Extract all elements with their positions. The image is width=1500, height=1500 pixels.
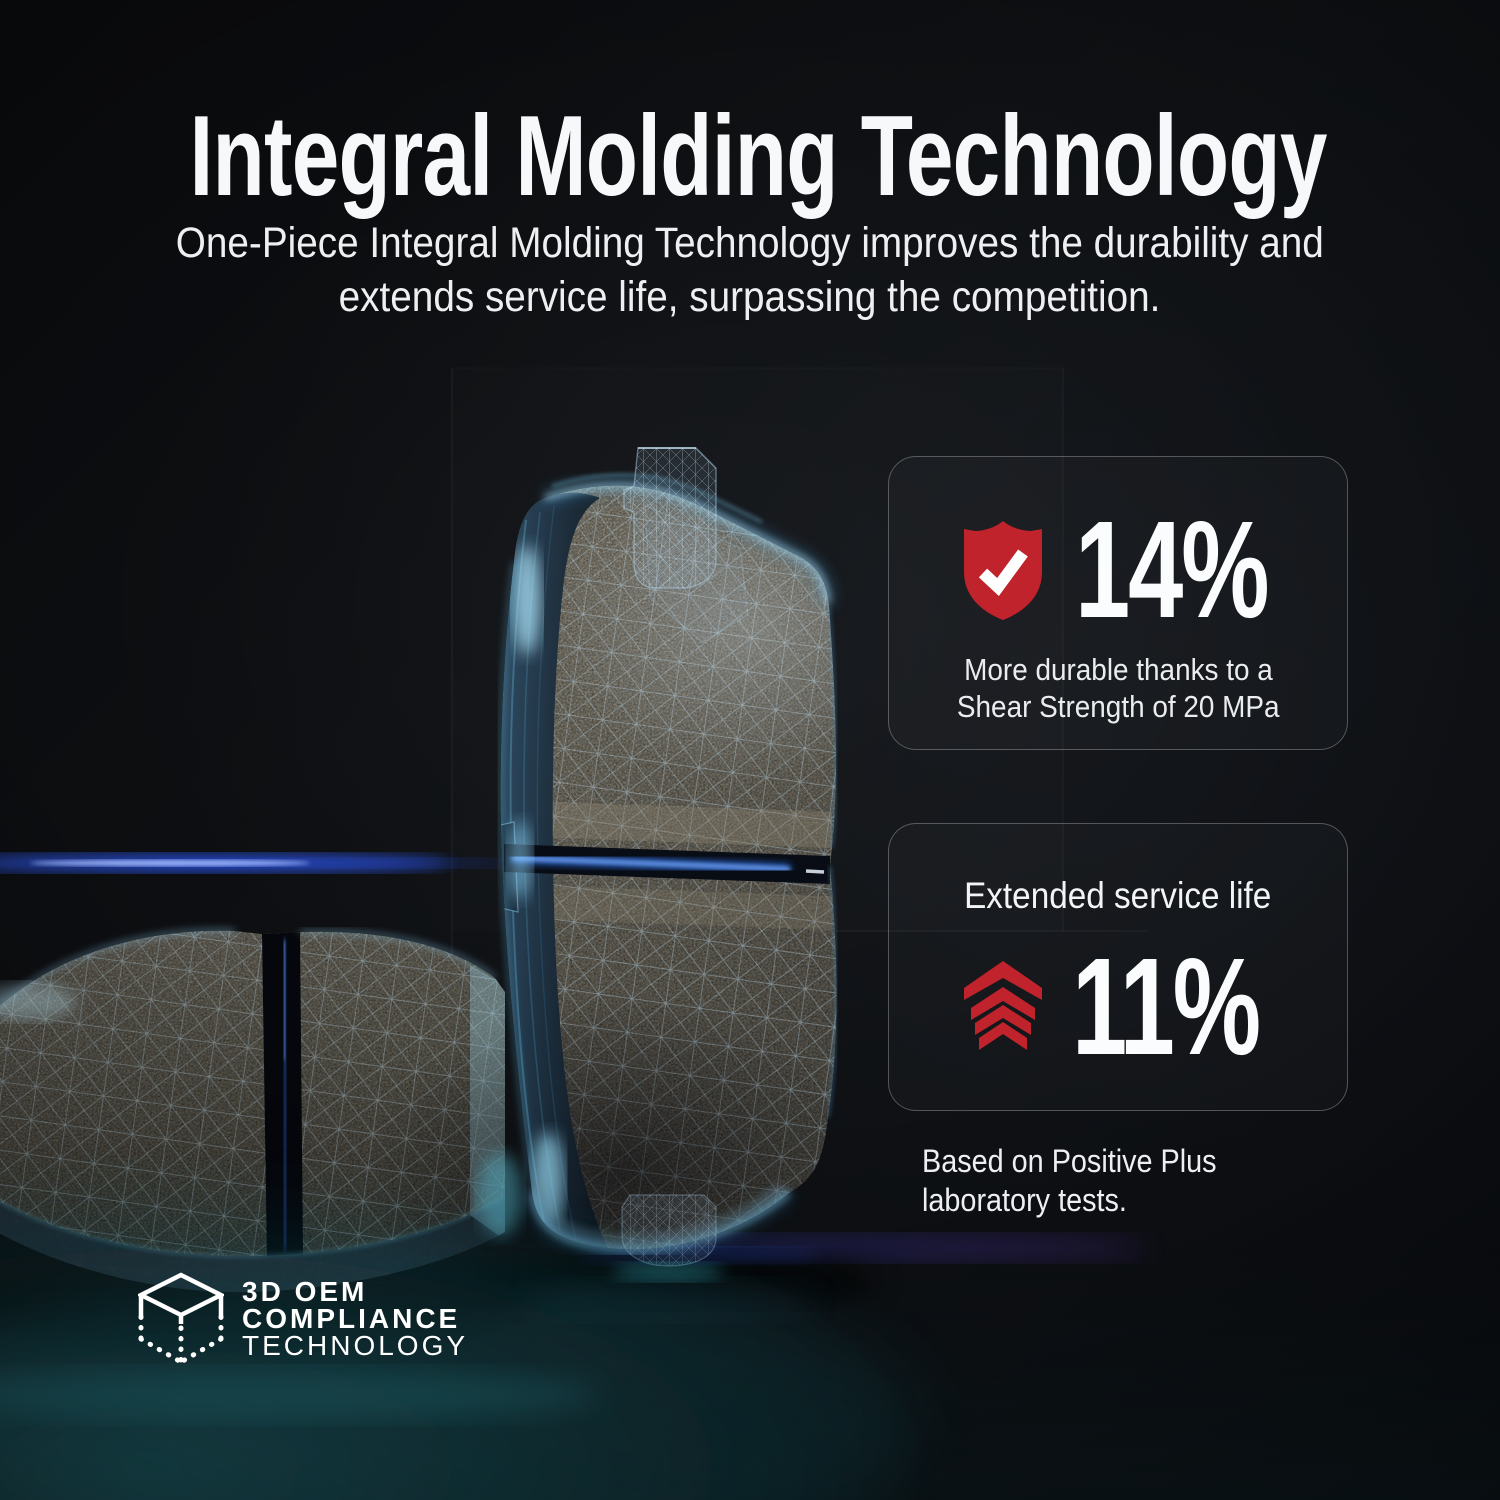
arrow-up-chevrons-icon [964,961,1042,1050]
teal-glow [0,1168,930,1500]
logo-line: COMPLIANCE [242,1303,461,1334]
page-subtitle: One-Piece Integral Molding Technology im… [0,216,1500,324]
wireframe-cube-icon [138,1272,224,1365]
brand-logo: 3D OEM COMPLIANCE TECHNOLOGY [138,1272,468,1370]
stat-card-service-life: Extended service life 11% [888,823,1348,1111]
logo-line: 3D OEM [242,1276,368,1307]
blue-light-flare [0,854,510,872]
footnote: Based on Positive Plus laboratory tests. [922,1143,1217,1218]
brand-logo-text: 3D OEM COMPLIANCE TECHNOLOGY [242,1276,469,1361]
wireframe-brake-pad-upright [467,473,877,1320]
logo-line: TECHNOLOGY [242,1330,469,1361]
stat-value-durability: 14% [1075,493,1270,647]
service-life-label: Extended service life [964,875,1272,916]
stat-card-durability: 14% More durable thanks to a Shear Stren… [888,456,1348,750]
stat-value-service-life: 11% [1072,930,1261,1084]
subtitle-line: extends service life, surpassing the com… [339,273,1161,321]
stat-description-durability: More durable thanks to a Shear Strength … [956,652,1280,724]
shield-check-icon [964,520,1042,620]
page-title: Integral Molding Technology [189,93,1328,220]
subtitle-line: One-Piece Integral Molding Technology im… [175,219,1325,267]
wireframe-pin-top [623,447,749,643]
